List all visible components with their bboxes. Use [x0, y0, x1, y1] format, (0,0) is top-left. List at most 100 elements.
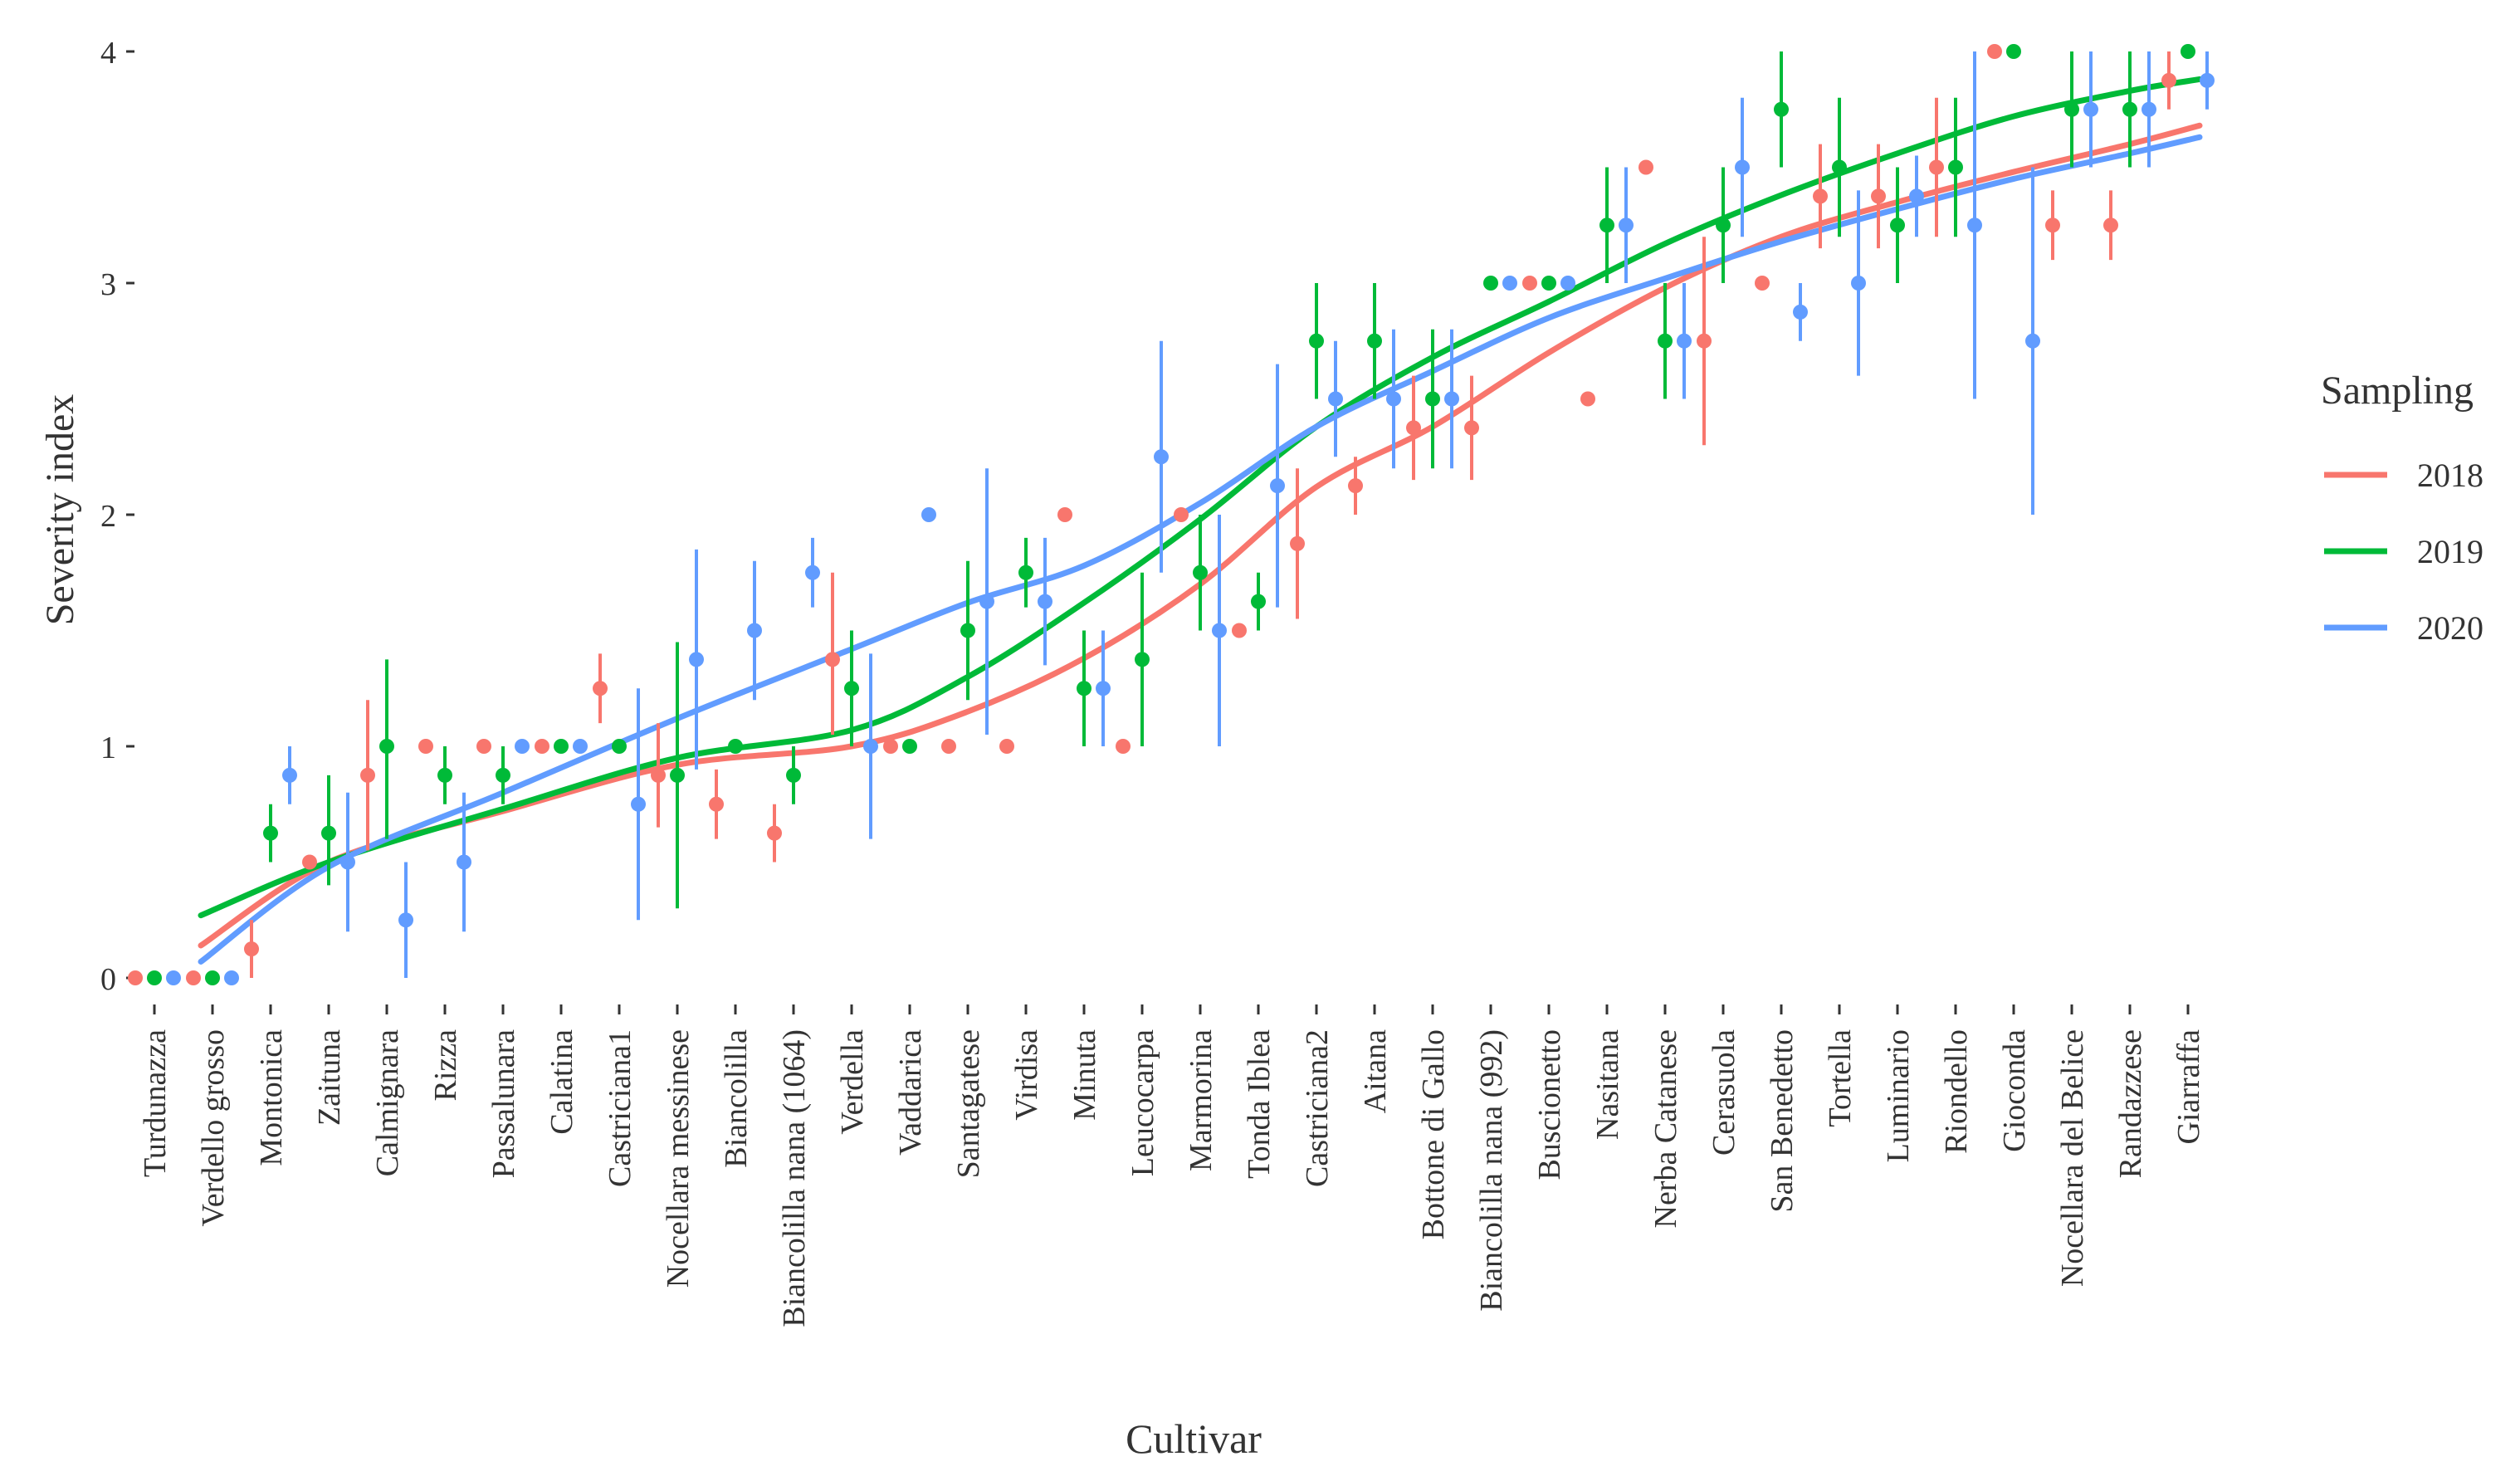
x-tick-label: Riondello: [1939, 1029, 1974, 1154]
point-2019: [902, 739, 917, 754]
x-tick-label: Passalunara: [486, 1029, 521, 1179]
point-2019: [1077, 681, 1092, 696]
point-2018: [709, 796, 724, 812]
x-tick-label: Nerba Catanese: [1648, 1029, 1683, 1229]
point-2020: [631, 796, 646, 812]
point-2018: [593, 681, 608, 696]
point-2020: [2200, 72, 2215, 88]
legend: Sampling 2018 2019 2020: [2321, 369, 2483, 647]
x-tick-label: Nasitana: [1590, 1029, 1625, 1140]
point-2019: [1018, 564, 1033, 580]
point-2019: [147, 970, 162, 985]
point-2018: [1813, 188, 1828, 204]
point-2018: [360, 767, 375, 783]
point-2020: [2025, 333, 2040, 349]
point-2020: [921, 507, 936, 522]
point-2020: [1735, 159, 1750, 175]
point-2020: [573, 739, 588, 754]
point-2019: [1716, 217, 1731, 233]
point-2018: [1348, 478, 1363, 494]
x-tick-label: Vaddarica: [893, 1029, 928, 1156]
legend-label: 2020: [2417, 609, 2483, 647]
point-2020: [1154, 449, 1169, 465]
point-2019: [786, 767, 801, 783]
point-2020: [805, 564, 820, 580]
point-2019: [379, 739, 394, 754]
x-tick-label: Verdello grosso: [196, 1029, 231, 1226]
point-2019: [1193, 564, 1208, 580]
x-tick-label: Marmorina: [1184, 1029, 1218, 1171]
x-tick-label: Biancolilla: [719, 1029, 754, 1168]
point-2019: [1658, 333, 1673, 349]
point-2018: [1522, 276, 1537, 291]
point-2018: [1057, 507, 1072, 522]
point-2018: [128, 970, 143, 985]
point-2018: [1929, 159, 1944, 175]
x-tick-label: Biancolilla nana (1064): [777, 1029, 812, 1327]
x-tick-label: Nocellara del Belice: [2055, 1029, 2090, 1287]
point-2020: [1793, 304, 1808, 320]
point-2018: [535, 739, 549, 754]
point-2020: [689, 652, 704, 667]
x-tick-label: Luminario: [1881, 1029, 1916, 1162]
point-2019: [1541, 276, 1556, 291]
point-2019: [437, 767, 452, 783]
x-tick-label: Calatina: [545, 1029, 579, 1135]
point-2018: [1116, 739, 1131, 754]
x-tick-label: Nocellara messinese: [661, 1029, 696, 1288]
x-tick-label: Aitana: [1358, 1029, 1393, 1113]
x-tick-label: Castriciana2: [1300, 1029, 1335, 1187]
y-tick-label: 2: [100, 499, 116, 534]
x-tick-label: Cerasuola: [1707, 1029, 1741, 1156]
x-tick-label: Verdella: [835, 1029, 870, 1135]
point-2019: [1135, 652, 1150, 667]
point-2020: [282, 767, 297, 783]
y-tick-label: 1: [100, 731, 116, 765]
point-2019: [1890, 217, 1905, 233]
point-2019: [1832, 159, 1847, 175]
trend-line-2019: [198, 76, 2203, 919]
y-tick-label: 4: [100, 36, 116, 71]
x-tick-label: Calmignara: [370, 1029, 405, 1176]
point-2020: [1038, 594, 1052, 609]
x-tick-label: Tonda Iblea: [1242, 1029, 1277, 1179]
point-2020: [1502, 276, 1517, 291]
point-2018: [941, 739, 956, 754]
point-2019: [554, 739, 569, 754]
x-tick-label: Leucocarpa: [1126, 1029, 1160, 1176]
point-2020: [224, 970, 239, 985]
x-axis: Turdunazza Verdello grosso Montonica Zaitun…: [138, 1004, 2206, 1327]
x-tick-label: Tortella: [1823, 1029, 1858, 1127]
point-2019: [1425, 391, 1440, 407]
point-2018: [1871, 188, 1886, 204]
x-tick-label: Virdisa: [1009, 1029, 1044, 1121]
point-2020: [1619, 217, 1634, 233]
point-2018: [1464, 420, 1479, 436]
point-2020: [1096, 681, 1111, 696]
point-2019: [1948, 159, 1963, 175]
point-2020: [398, 912, 413, 928]
point-2020: [747, 623, 762, 638]
point-2020: [1328, 391, 1343, 407]
point-2020: [979, 594, 994, 609]
point-2019: [670, 767, 685, 783]
point-2020: [1909, 188, 1924, 204]
point-2020: [1560, 276, 1575, 291]
x-axis-title: Cultivar: [1126, 1415, 1262, 1462]
x-tick-label: Montonica: [254, 1029, 289, 1166]
point-2018: [2103, 217, 2118, 233]
point-2020: [457, 854, 471, 870]
point-2020: [1270, 478, 1285, 494]
point-2019: [2064, 101, 2079, 117]
point-2019: [1367, 333, 1382, 349]
point-2018: [1290, 535, 1305, 551]
point-2019: [205, 970, 220, 985]
point-2018: [1174, 507, 1189, 522]
point-2018: [1580, 391, 1595, 407]
point-2020: [166, 970, 181, 985]
point-2019: [1309, 333, 1324, 349]
point-2018: [1987, 44, 2002, 59]
x-tick-label: Santagatese: [951, 1029, 986, 1178]
data-points: [128, 44, 2215, 985]
